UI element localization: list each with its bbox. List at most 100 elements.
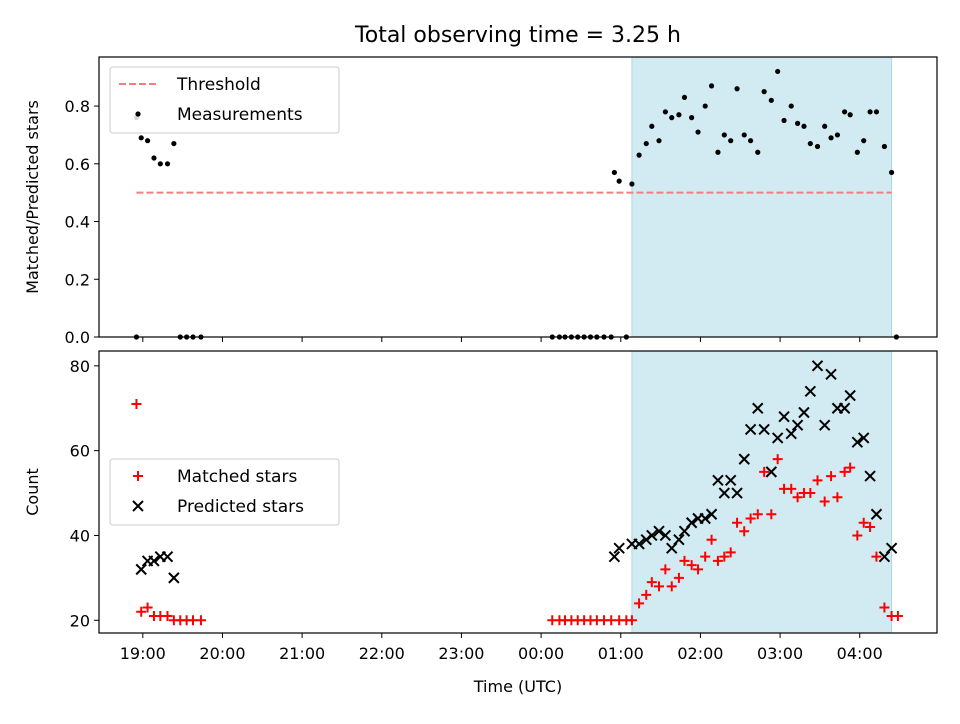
- legend-label: Predicted stars: [177, 497, 304, 517]
- y-tick-label: 0.8: [65, 97, 90, 116]
- point-measurements-7: [171, 140, 177, 147]
- point-matched-stars-54: [832, 492, 843, 503]
- point-matched-stars-28: [660, 564, 671, 575]
- point-predicted-stars-27: [752, 402, 764, 414]
- y-tick-label: 60: [70, 442, 90, 461]
- point-predicted-stars-4: [161, 550, 174, 563]
- point-matched-stars-43: [759, 466, 770, 477]
- point-predicted-stars-19: [699, 512, 711, 525]
- point-measurements-47: [775, 68, 781, 75]
- x-tick-label: 04:00: [837, 644, 883, 663]
- y-tick-label: 0.0: [65, 328, 90, 347]
- point-predicted-stars-17: [685, 517, 698, 529]
- point-matched-stars-0: [131, 399, 142, 410]
- x-tick-label: 03:00: [757, 644, 803, 663]
- y-tick-label: 0.6: [65, 155, 90, 174]
- point-matched-stars-39: [732, 517, 743, 528]
- point-measurements-55: [828, 135, 834, 141]
- point-matched-stars-30: [673, 572, 684, 583]
- point-predicted-stars-36: [811, 360, 824, 372]
- point-matched-stars-36: [712, 555, 723, 566]
- point-predicted-stars-35: [804, 385, 817, 397]
- point-matched-stars-26: [646, 577, 657, 588]
- point-predicted-stars-26: [744, 423, 757, 436]
- point-measurements-56: [834, 132, 841, 138]
- y-tick-label: 20: [70, 611, 90, 630]
- point-measurements-39: [721, 132, 727, 138]
- point-predicted-stars-5: [168, 572, 180, 584]
- point-measurements-38: [715, 149, 721, 155]
- point-matched-stars-61: [879, 602, 890, 613]
- point-measurements-30: [662, 109, 668, 115]
- point-measurements-60: [861, 138, 867, 144]
- point-matched-stars-2: [142, 602, 153, 613]
- point-predicted-stars-2: [148, 555, 160, 567]
- x-tick-label: 23:00: [438, 644, 484, 663]
- point-predicted-stars-28: [758, 423, 770, 436]
- plot-frame-2: [98, 350, 938, 634]
- legend-label: Threshold: [176, 75, 261, 95]
- point-predicted-stars-47: [885, 542, 898, 554]
- point-measurements-31: [669, 115, 675, 121]
- point-measurements-51: [801, 123, 807, 129]
- point-measurements-34: [689, 115, 695, 121]
- point-predicted-stars-37: [818, 419, 831, 431]
- point-matched-stars-35: [706, 534, 717, 545]
- point-predicted-stars-20: [705, 508, 718, 520]
- point-matched-stars-37: [719, 551, 730, 562]
- point-measurements-4: [151, 155, 157, 161]
- point-measurements-33: [681, 94, 688, 101]
- point-matched-stars-52: [819, 496, 830, 507]
- point-matched-stars-40: [739, 526, 750, 537]
- point-measurements-5: [157, 161, 163, 167]
- point-measurements-42: [741, 132, 747, 138]
- x-tick-label: 20:00: [199, 644, 245, 663]
- point-measurements-63: [881, 143, 888, 150]
- point-matched-stars-34: [700, 551, 711, 562]
- point-matched-stars-23: [626, 615, 637, 626]
- point-matched-stars-56: [845, 462, 856, 473]
- point-matched-stars-29: [666, 581, 677, 592]
- point-measurements-22: [611, 169, 617, 176]
- point-predicted-stars-34: [798, 406, 810, 419]
- point-matched-stars-59: [865, 521, 876, 532]
- point-measurements-37: [708, 83, 715, 89]
- chart-title: Total observing time = 3.25 h: [354, 23, 681, 48]
- y-tick-label: 80: [70, 357, 90, 376]
- point-predicted-stars-41: [844, 389, 856, 402]
- point-predicted-stars-6: [608, 550, 621, 563]
- observing-span-1: [631, 56, 893, 338]
- x-tick-label: 01:00: [598, 644, 644, 663]
- x-tick-label: 02:00: [677, 644, 723, 663]
- point-matched-stars-48: [792, 492, 803, 503]
- legend-box-1: [109, 66, 340, 134]
- point-matched-stars-42: [752, 509, 763, 520]
- legend-box-2: [109, 458, 340, 526]
- point-measurements-61: [867, 109, 873, 115]
- point-matched-stars-47: [786, 483, 797, 494]
- point-matched-stars-60: [871, 551, 882, 562]
- point-matched-stars-5: [162, 611, 173, 622]
- point-measurements-28: [649, 123, 655, 129]
- plot-frame-1: [98, 56, 938, 338]
- point-measurements-53: [814, 143, 821, 150]
- point-predicted-stars-9: [633, 538, 645, 550]
- point-predicted-stars-0: [135, 563, 147, 576]
- point-measurements-44: [755, 149, 761, 155]
- point-measurements-59: [854, 149, 860, 155]
- y-axis-label: Matched/Predicted stars: [23, 100, 42, 294]
- point-predicted-stars-24: [731, 487, 743, 499]
- point-predicted-stars-25: [738, 453, 750, 465]
- point-matched-stars-32: [686, 560, 697, 571]
- point-predicted-stars-30: [771, 432, 784, 444]
- point-matched-stars-27: [653, 581, 664, 592]
- legend-label: Matched stars: [177, 467, 297, 487]
- point-measurements-41: [734, 86, 740, 92]
- point-measurements-32: [676, 112, 682, 118]
- point-matched-stars-50: [805, 488, 816, 499]
- x-tick-label: 19:00: [120, 644, 166, 663]
- point-predicted-stars-29: [765, 466, 778, 478]
- point-predicted-stars-42: [851, 436, 864, 448]
- x-tick-label: 00:00: [518, 644, 564, 663]
